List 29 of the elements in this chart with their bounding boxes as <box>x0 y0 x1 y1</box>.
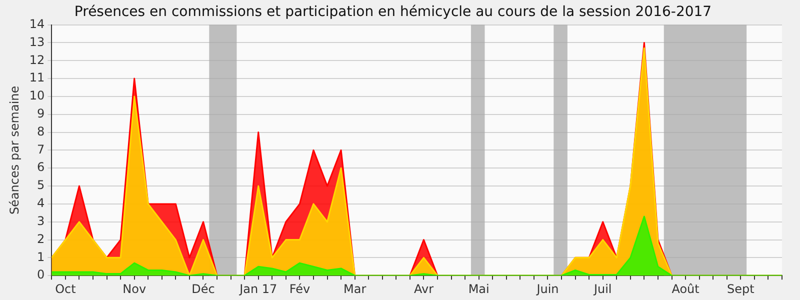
x-tick-label: Mar <box>344 282 366 296</box>
y-axis-title: Séances par semaine <box>7 86 22 215</box>
y-tick-label: 14 <box>29 16 45 31</box>
y-tick-label: 7 <box>37 142 45 156</box>
y-tick-label: 8 <box>37 124 45 138</box>
y-tick-label: 12 <box>29 52 45 67</box>
y-tick-label: 10 <box>29 88 45 103</box>
y-tick-label: 9 <box>37 106 45 120</box>
y-tick-label: 1 <box>37 250 45 264</box>
x-tick-label: Juil <box>592 282 612 296</box>
y-tick-label: 6 <box>37 160 45 174</box>
x-tick-label: Août <box>672 282 700 296</box>
y-tick-label: 3 <box>37 214 45 228</box>
y-tick-label: 0 <box>37 268 45 282</box>
x-tick-label: Avr <box>414 282 434 296</box>
y-tick-label: 4 <box>37 196 45 210</box>
x-tick-label: Juin <box>536 282 559 296</box>
x-tick-label: Oct <box>55 282 76 296</box>
y-tick-label: 5 <box>37 178 45 192</box>
x-tick-label: Fév <box>289 282 310 296</box>
chart-title: Présences en commissions et participation en hémicycle au cours de la session 2016-2017 <box>74 4 712 20</box>
x-tick-label: Nov <box>122 282 146 296</box>
y-tick-label: 13 <box>29 34 45 49</box>
y-tick-label: 2 <box>37 232 45 246</box>
x-tick-label: Jan 17 <box>238 282 278 296</box>
x-tick-label: Sept <box>726 282 755 296</box>
x-tick-label: Mai <box>468 282 490 296</box>
x-tick-label: Déc <box>192 282 215 296</box>
y-tick-label: 11 <box>29 70 45 85</box>
